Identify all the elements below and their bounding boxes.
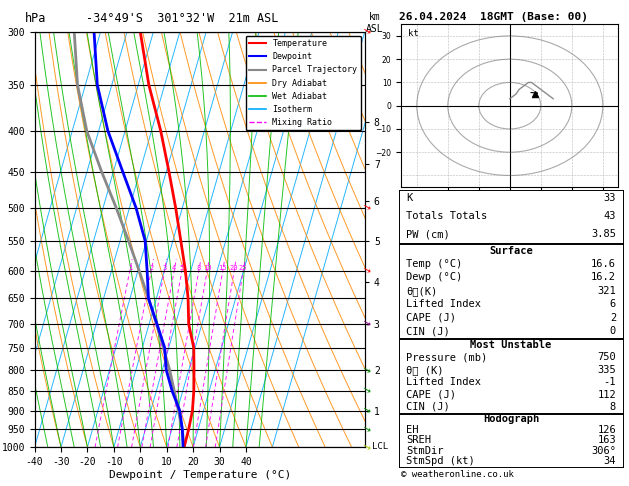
Text: 4: 4 <box>172 265 176 271</box>
Text: 5: 5 <box>180 265 184 271</box>
Text: StmDir: StmDir <box>406 446 443 456</box>
Text: Hodograph: Hodograph <box>483 415 539 424</box>
Text: PW (cm): PW (cm) <box>406 229 450 239</box>
Text: 8: 8 <box>197 265 201 271</box>
Text: hPa: hPa <box>25 12 47 25</box>
Text: 15: 15 <box>218 265 227 271</box>
Text: LCL: LCL <box>372 442 389 451</box>
Text: 2: 2 <box>610 312 616 323</box>
Text: →: → <box>360 264 372 277</box>
Text: 8: 8 <box>610 402 616 412</box>
Text: kt: kt <box>408 29 418 38</box>
Text: EH: EH <box>406 425 419 435</box>
Text: 0: 0 <box>610 326 616 336</box>
Text: ASL: ASL <box>365 24 383 35</box>
Text: -34°49'S  301°32'W  21m ASL: -34°49'S 301°32'W 21m ASL <box>86 12 279 25</box>
Text: CIN (J): CIN (J) <box>406 326 450 336</box>
Text: 20: 20 <box>230 265 238 271</box>
Text: CAPE (J): CAPE (J) <box>406 389 456 399</box>
Text: Totals Totals: Totals Totals <box>406 211 487 221</box>
Text: 126: 126 <box>598 425 616 435</box>
Text: 321: 321 <box>598 286 616 296</box>
Text: K: K <box>406 193 413 204</box>
Text: 16.6: 16.6 <box>591 259 616 269</box>
Text: 34: 34 <box>603 456 616 466</box>
Text: 25: 25 <box>239 265 247 271</box>
Text: →: → <box>360 384 372 398</box>
Text: 335: 335 <box>598 364 616 375</box>
Text: Pressure (mb): Pressure (mb) <box>406 352 487 363</box>
Legend: Temperature, Dewpoint, Parcel Trajectory, Dry Adiabat, Wet Adiabat, Isotherm, Mi: Temperature, Dewpoint, Parcel Trajectory… <box>246 36 360 130</box>
Text: 750: 750 <box>598 352 616 363</box>
Text: CAPE (J): CAPE (J) <box>406 312 456 323</box>
Text: SREH: SREH <box>406 435 431 445</box>
Text: 3: 3 <box>162 265 167 271</box>
Text: -1: -1 <box>603 377 616 387</box>
Text: 306°: 306° <box>591 446 616 456</box>
Text: 10: 10 <box>203 265 211 271</box>
Text: Lifted Index: Lifted Index <box>406 299 481 309</box>
Text: Lifted Index: Lifted Index <box>406 377 481 387</box>
X-axis label: Dewpoint / Temperature (°C): Dewpoint / Temperature (°C) <box>109 469 291 480</box>
Text: 3.85: 3.85 <box>591 229 616 239</box>
Text: →: → <box>360 318 372 330</box>
Text: Dewp (°C): Dewp (°C) <box>406 273 462 282</box>
Text: 112: 112 <box>598 389 616 399</box>
Text: →: → <box>360 441 372 453</box>
Text: 43: 43 <box>603 211 616 221</box>
Text: km: km <box>369 12 380 22</box>
Text: →: → <box>360 404 372 417</box>
Text: 26.04.2024  18GMT (Base: 00): 26.04.2024 18GMT (Base: 00) <box>399 12 588 22</box>
Text: →: → <box>360 202 372 214</box>
Text: Most Unstable: Most Unstable <box>470 340 552 350</box>
Text: 6: 6 <box>610 299 616 309</box>
Text: StmSpd (kt): StmSpd (kt) <box>406 456 475 466</box>
Text: →: → <box>360 364 372 377</box>
Text: CIN (J): CIN (J) <box>406 402 450 412</box>
Text: 2: 2 <box>149 265 153 271</box>
Text: © weatheronline.co.uk: © weatheronline.co.uk <box>401 469 513 479</box>
Text: θᴄ(K): θᴄ(K) <box>406 286 437 296</box>
Text: →: → <box>360 423 372 436</box>
Text: Temp (°C): Temp (°C) <box>406 259 462 269</box>
Text: 33: 33 <box>603 193 616 204</box>
Text: 1: 1 <box>128 265 132 271</box>
Text: 163: 163 <box>598 435 616 445</box>
Text: 16.2: 16.2 <box>591 273 616 282</box>
Text: θᴄ (K): θᴄ (K) <box>406 364 443 375</box>
Text: →: → <box>360 25 372 38</box>
Text: Surface: Surface <box>489 245 533 256</box>
